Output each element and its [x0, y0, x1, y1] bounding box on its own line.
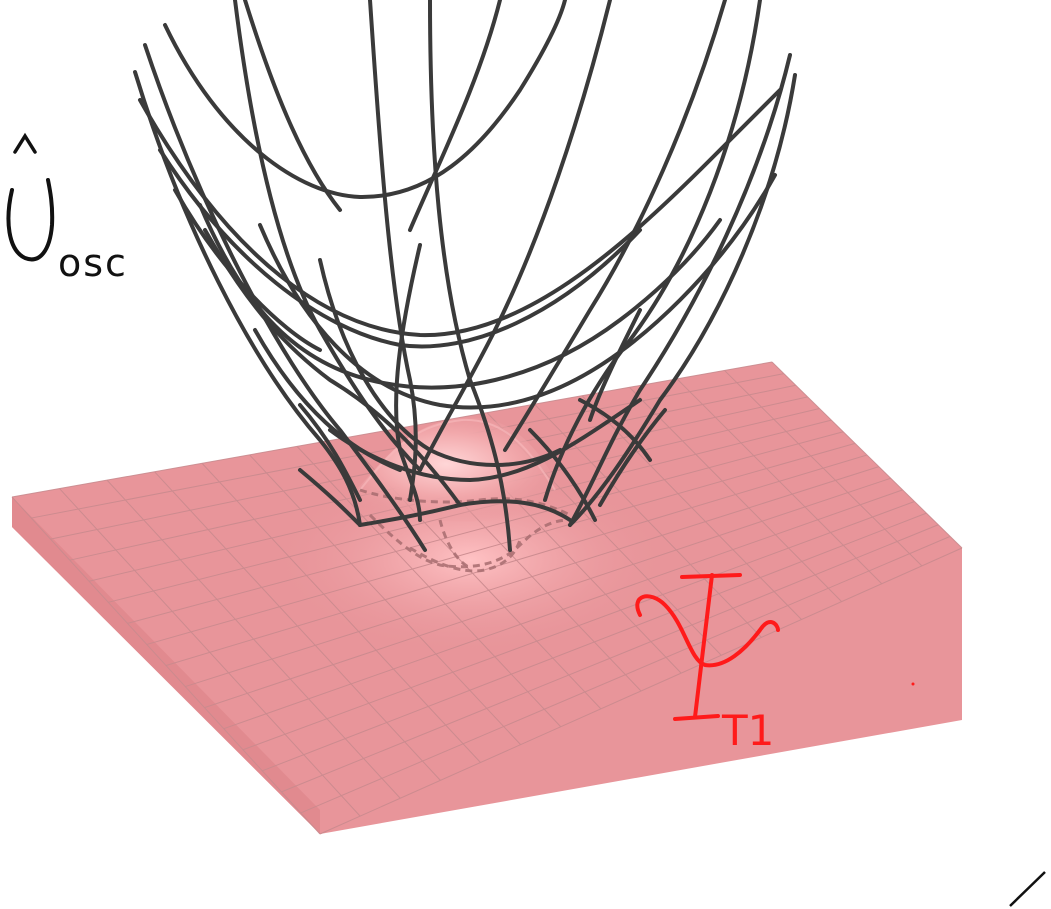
- stray-stroke: [1009, 871, 1046, 907]
- surface-grid-line: [300, 535, 951, 814]
- potential-label: osc U ^: [6, 132, 128, 285]
- oscillator-potential-wireframe: [133, 0, 797, 552]
- psi-glyph: [635, 594, 780, 668]
- surface-grid-line: [629, 386, 842, 602]
- surface-grid-line: [165, 454, 868, 666]
- surface-grid-line: [223, 489, 903, 730]
- surface-grid-line: [319, 547, 963, 835]
- surface-grid-line: [676, 378, 883, 585]
- hat-accent: [13, 132, 37, 154]
- potential-subscript: osc: [58, 241, 128, 285]
- wavefunction-label: T1 Ψ: [0, 0, 915, 755]
- surface-grid-line: [185, 466, 880, 688]
- surface-grid-line: [242, 501, 915, 751]
- surface-grid-line: [771, 361, 963, 549]
- wavefunction-glyph-text: Ψ: [0, 0, 1, 1]
- surface-grid-line: [204, 477, 891, 709]
- surface-grid-line: [262, 512, 927, 772]
- wavefunction-surface: [11, 361, 963, 835]
- wavefunction-subscript: T1: [721, 706, 774, 755]
- u-glyph: [6, 178, 55, 262]
- stray-dot: [911, 682, 915, 686]
- wavefunction-bump: [345, 417, 570, 522]
- surface-grid-line: [724, 370, 923, 567]
- surface-grid-line: [281, 524, 939, 793]
